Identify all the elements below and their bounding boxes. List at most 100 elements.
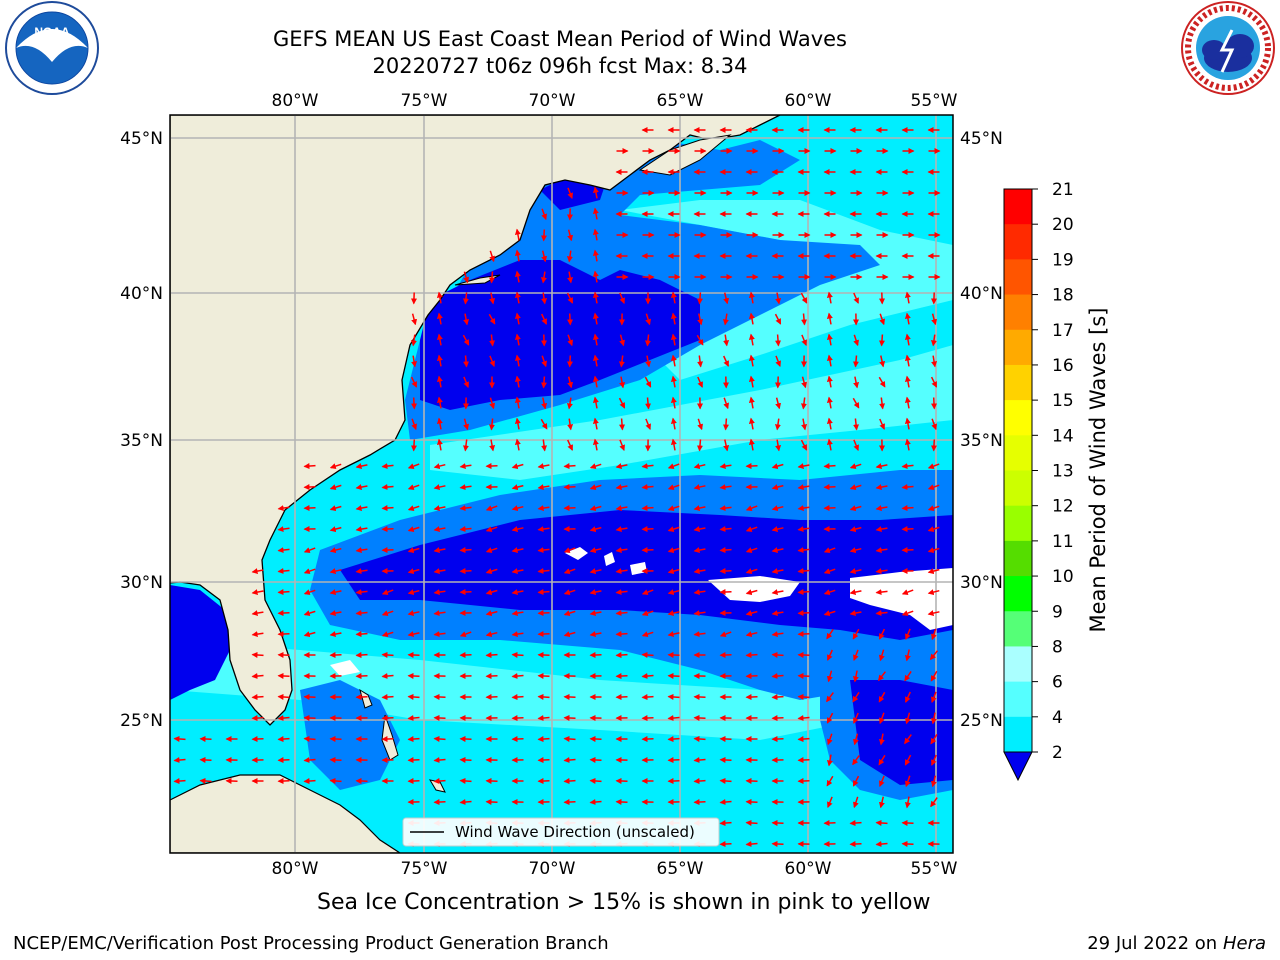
wave-direction-arrow (277, 693, 290, 700)
wave-direction-arrow (567, 376, 574, 389)
wave-direction-arrow (644, 334, 651, 347)
wave-direction-arrow (853, 712, 859, 724)
nova-scotia (638, 134, 732, 176)
wave-direction-arrow (826, 354, 833, 367)
wave-direction-arrow (329, 526, 342, 533)
wave-direction-arrow (826, 438, 833, 451)
wave-direction-arrow (826, 417, 833, 430)
colorbar-segment (1004, 716, 1032, 753)
wave-direction-arrow (589, 526, 602, 533)
wave-direction-arrow (927, 589, 940, 596)
nws-logo (1181, 1, 1275, 95)
wave-direction-arrow (745, 610, 758, 617)
wave-direction-arrow (641, 694, 654, 701)
colorbar-segment (1004, 505, 1032, 542)
colorbar-tick-label: 9 (1052, 602, 1063, 622)
noaa-logo: NOAA (5, 1, 99, 95)
wave-direction-arrow (592, 291, 599, 304)
wave-direction-arrow (929, 650, 939, 661)
wave-direction-arrow (827, 733, 833, 746)
wave-direction-arrow (433, 778, 446, 785)
wave-direction-arrow (645, 397, 652, 410)
wave-direction-arrow (879, 355, 886, 368)
colorbar-tick-label: 8 (1052, 637, 1063, 657)
lat-label: 35°N (120, 431, 163, 451)
wave-direction-arrow (745, 798, 758, 805)
wave-direction-arrow (514, 291, 521, 304)
wave-direction-arrow (797, 715, 810, 722)
wave-direction-arrow (722, 313, 729, 326)
colorbar-segment (1004, 470, 1032, 507)
wave-direction-arrow (514, 354, 521, 367)
lon-label: 80°W (272, 859, 319, 879)
wave-direction-arrow (641, 484, 654, 491)
wave-direction-arrow (879, 418, 885, 430)
colorbar-tick-label: 6 (1052, 673, 1063, 693)
wave-direction-arrow (485, 568, 498, 575)
wave-direction-arrow (696, 292, 703, 305)
wave-direction-arrow (251, 589, 264, 596)
wave-direction-arrow (485, 631, 498, 638)
colorbar-segment (1004, 224, 1032, 260)
wave-direction-arrow (488, 271, 495, 284)
wave-direction-arrow (537, 757, 550, 764)
wave-direction-arrow (875, 463, 888, 470)
wave-direction-arrow (485, 526, 498, 532)
wave-direction-arrow (797, 589, 810, 596)
wave-direction-arrow (589, 799, 602, 806)
wave-direction-arrow (563, 799, 576, 806)
wave-direction-arrow (485, 505, 498, 512)
wave-direction-arrow (407, 672, 420, 679)
wave-direction-arrow (879, 313, 885, 326)
wave-direction-arrow (826, 333, 833, 346)
credit-branch: NCEP/EMC/Verification Post Processing Pr… (13, 933, 609, 954)
wave-direction-arrow (771, 568, 784, 575)
wave-direction-arrow (173, 735, 186, 742)
wave-direction-arrow (693, 568, 706, 575)
wave-direction-arrow (433, 631, 446, 638)
wave-direction-arrow (904, 417, 911, 430)
wave-direction-arrow (410, 376, 418, 388)
wave-direction-arrow (329, 568, 342, 575)
noaa-logo-text: NOAA (34, 25, 70, 39)
wave-direction-arrow (930, 775, 937, 788)
lat-lon-grid (170, 115, 953, 853)
colorbar-segment (1004, 576, 1032, 612)
wave-direction-arrow (541, 439, 548, 452)
wave-direction-arrow (905, 628, 911, 641)
wave-direction-arrow (355, 652, 368, 659)
lon-label: 70°W (529, 91, 576, 111)
wave-direction-arrow (381, 526, 394, 533)
wave-direction-arrow (537, 672, 550, 679)
wave-direction-arrow (251, 673, 264, 680)
wave-direction-arrow (514, 312, 521, 325)
wave-direction-arrow (199, 756, 212, 763)
wave-direction-arrow (381, 589, 394, 596)
wave-direction-arrow (853, 334, 859, 347)
wave-direction-arrow (407, 505, 420, 511)
wave-direction-arrow (670, 291, 677, 304)
wave-direction-arrow (852, 355, 859, 368)
wave-direction-arrow (592, 312, 599, 325)
wave-direction-arrow (693, 547, 706, 554)
wave-direction-arrow (878, 712, 885, 725)
lat-label: 35°N (960, 431, 1003, 451)
wave-direction-arrow (693, 463, 706, 470)
wave-direction-arrow (567, 187, 573, 200)
wave-direction-arrow (329, 610, 342, 617)
wave-direction-arrow (459, 756, 472, 763)
lon-label: 60°W (785, 859, 832, 879)
wave-direction-arrow (511, 673, 524, 680)
wave-direction-arrow (849, 547, 862, 554)
wave-direction-arrow (878, 754, 886, 766)
wave-direction-arrow (173, 757, 186, 764)
wave-direction-arrow (514, 249, 521, 262)
colorbar-tick-label: 19 (1052, 250, 1074, 270)
wave-direction-arrow (251, 610, 264, 617)
wave-direction-arrow (488, 418, 495, 431)
wave-direction-arrow (771, 463, 784, 470)
wave-direction-arrow (173, 778, 186, 785)
wave-direction-arrow (489, 397, 496, 410)
wave-direction-arrow (381, 715, 394, 722)
wave-direction-arrow (927, 505, 940, 511)
